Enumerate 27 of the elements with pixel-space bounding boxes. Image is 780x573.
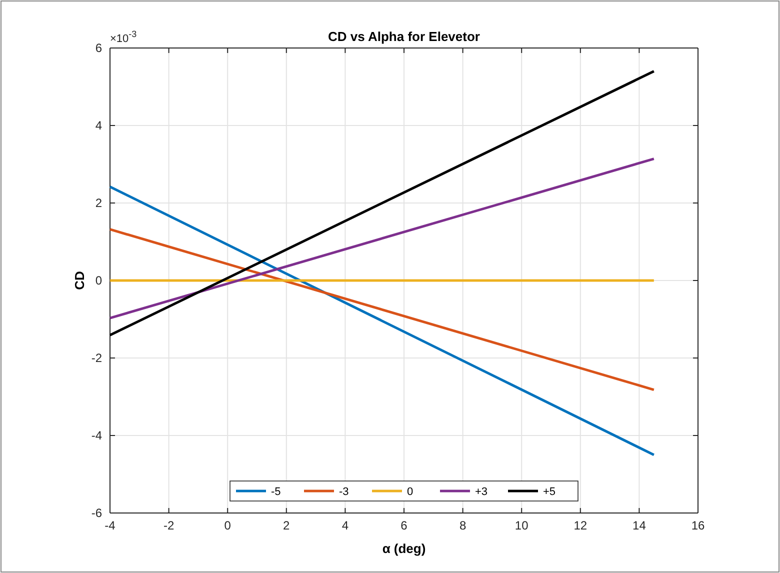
y-tick-label: -6: [91, 506, 102, 520]
x-tick-label: 14: [632, 518, 646, 533]
legend-label: +5: [543, 486, 556, 498]
legend-label: -3: [339, 486, 349, 498]
y-tick-label: 2: [95, 196, 102, 210]
y-axis-title: CD: [72, 271, 87, 290]
x-tick-label: -4: [104, 518, 116, 533]
x-axis-title: α (deg): [382, 541, 426, 556]
x-tick-label: 12: [574, 518, 588, 533]
legend-label: -5: [271, 486, 281, 498]
legend-label: +3: [475, 486, 488, 498]
x-tick-label: 0: [224, 518, 232, 533]
chart-title: CD vs Alpha for Elevetor: [328, 29, 480, 44]
y-tick-label: 0: [95, 273, 102, 288]
x-tick-label: 10: [514, 518, 529, 533]
legend-label: 0: [407, 486, 414, 498]
text: ×10$^{-3}$: [110, 29, 137, 45]
y-tick-label: -4: [91, 428, 102, 442]
x-tick-label: 8: [459, 518, 466, 533]
x-tick-label: 4: [342, 518, 349, 533]
x-tick-label: 16: [691, 518, 705, 533]
x-tick-label: 6: [400, 518, 408, 533]
x-tick-label: 2: [283, 518, 290, 533]
y-tick-label: -2: [91, 350, 102, 365]
y-tick-label: 6: [95, 40, 102, 55]
x-tick-label: -2: [163, 518, 174, 533]
y-tick-label: 4: [95, 118, 102, 132]
